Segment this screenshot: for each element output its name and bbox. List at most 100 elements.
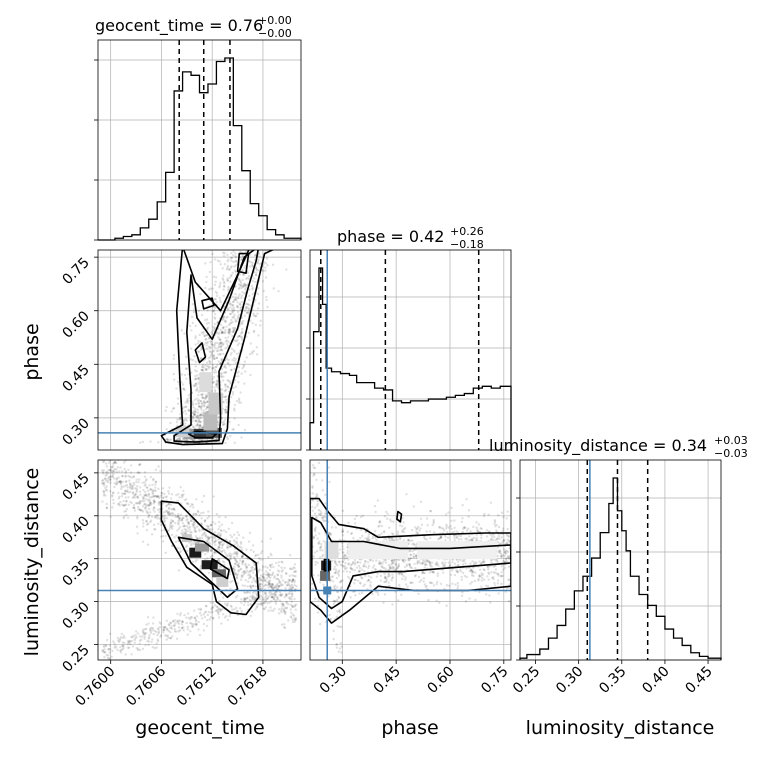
sample-point-932 bbox=[289, 586, 292, 589]
sample-point-62 bbox=[106, 656, 110, 660]
sample-point-78 bbox=[242, 364, 246, 367]
sample-point-8 bbox=[396, 566, 399, 570]
sample-point-608 bbox=[268, 568, 272, 572]
sample-point-546 bbox=[214, 298, 217, 301]
sample-point-1301 bbox=[259, 587, 262, 591]
sample-point-606 bbox=[317, 542, 320, 545]
sample-point-1233 bbox=[213, 386, 216, 389]
sample-point-707 bbox=[229, 312, 232, 316]
sample-point-1470 bbox=[228, 614, 231, 618]
x-tick-label-3: 0.7618 bbox=[225, 664, 271, 710]
sample-point-313 bbox=[236, 301, 239, 304]
sample-point-1040 bbox=[195, 419, 198, 423]
sample-point-968 bbox=[503, 554, 506, 558]
sample-point-1378 bbox=[169, 521, 173, 525]
sample-point-117 bbox=[397, 599, 400, 602]
sample-point-1429 bbox=[218, 343, 221, 347]
sample-point-527 bbox=[315, 493, 318, 496]
sample-point-77 bbox=[249, 584, 253, 587]
sample-point-921 bbox=[494, 568, 498, 571]
sample-point-1367 bbox=[108, 478, 112, 482]
sample-point-200 bbox=[234, 606, 238, 610]
sample-point-1004 bbox=[204, 364, 207, 367]
sample-point-1202 bbox=[201, 363, 205, 367]
sample-point-1449 bbox=[367, 578, 370, 582]
sample-point-1129 bbox=[224, 340, 228, 343]
sample-point-1552 bbox=[223, 602, 227, 605]
sample-point-188 bbox=[356, 561, 359, 564]
sample-point-138 bbox=[493, 520, 497, 524]
sample-point-491 bbox=[191, 415, 194, 419]
sample-point-266 bbox=[489, 601, 492, 604]
sample-point-465 bbox=[165, 504, 169, 507]
sample-point-1055 bbox=[245, 356, 248, 359]
sample-point-661 bbox=[450, 527, 453, 531]
sample-point-856 bbox=[280, 602, 284, 605]
sample-point-212 bbox=[177, 437, 180, 440]
sample-point-398 bbox=[209, 556, 212, 559]
sample-point-1345 bbox=[341, 565, 345, 568]
sample-point-497 bbox=[488, 565, 491, 568]
sample-point-1300 bbox=[209, 611, 213, 614]
sample-point-1264 bbox=[244, 302, 248, 305]
sample-point-754 bbox=[442, 571, 445, 574]
sample-point-529 bbox=[376, 534, 380, 537]
sample-point-1289 bbox=[160, 529, 163, 532]
sample-point-871 bbox=[169, 621, 172, 624]
sample-point-747 bbox=[143, 471, 147, 474]
sample-point-1376 bbox=[453, 573, 457, 577]
sample-point-661 bbox=[202, 366, 206, 369]
sample-point-829 bbox=[130, 476, 133, 479]
sample-point-1459 bbox=[210, 555, 214, 558]
sample-point-912 bbox=[426, 524, 429, 527]
sample-point-79 bbox=[221, 544, 224, 547]
sample-point-102 bbox=[292, 578, 295, 581]
sample-point-1382 bbox=[147, 499, 150, 502]
sample-point-966 bbox=[261, 574, 265, 577]
sample-point-475 bbox=[275, 584, 279, 587]
sample-point-934 bbox=[193, 616, 197, 620]
sample-point-656 bbox=[293, 620, 297, 623]
sample-point-314 bbox=[123, 492, 127, 495]
sample-point-1015 bbox=[127, 491, 130, 494]
sample-point-1659 bbox=[289, 579, 292, 582]
sample-point-35 bbox=[389, 566, 392, 569]
sample-point-493 bbox=[456, 571, 460, 574]
sample-point-131 bbox=[239, 391, 242, 394]
sample-point-436 bbox=[166, 510, 169, 514]
sample-point-1395 bbox=[132, 506, 135, 510]
y-tick-label-4: 0.45 bbox=[59, 470, 92, 503]
sample-point-960 bbox=[245, 591, 249, 594]
sample-point-400 bbox=[425, 560, 429, 563]
sample-point-540 bbox=[214, 522, 217, 525]
sample-point-561 bbox=[153, 489, 156, 492]
sample-point-488 bbox=[313, 454, 315, 456]
sample-point-689 bbox=[153, 516, 157, 519]
sample-point-823 bbox=[235, 320, 238, 323]
sample-point-1111 bbox=[251, 286, 254, 290]
sample-point-1010 bbox=[241, 268, 244, 272]
sample-point-214 bbox=[376, 591, 379, 594]
sample-point-100 bbox=[347, 563, 350, 566]
sample-point-318 bbox=[206, 613, 209, 617]
sample-point-493 bbox=[264, 583, 267, 586]
sample-point-567 bbox=[267, 573, 270, 577]
sample-point-1533 bbox=[275, 577, 278, 580]
sample-point-1479 bbox=[219, 263, 222, 266]
sample-point-1337 bbox=[498, 537, 501, 541]
sample-point-1012 bbox=[496, 540, 500, 544]
sample-point-197 bbox=[211, 380, 214, 384]
sample-point-678 bbox=[251, 321, 254, 325]
sample-point-1408 bbox=[130, 501, 133, 505]
sample-point-1463 bbox=[181, 383, 185, 386]
sample-point-1177 bbox=[147, 504, 151, 507]
sample-point-110 bbox=[170, 525, 173, 529]
sample-point-468 bbox=[388, 537, 391, 541]
sample-point-897 bbox=[225, 316, 228, 320]
sample-point-1132 bbox=[246, 311, 249, 314]
sample-point-937 bbox=[200, 368, 204, 372]
sample-point-139 bbox=[313, 551, 317, 554]
sample-point-455 bbox=[217, 333, 220, 336]
sample-point-1341 bbox=[118, 495, 121, 499]
